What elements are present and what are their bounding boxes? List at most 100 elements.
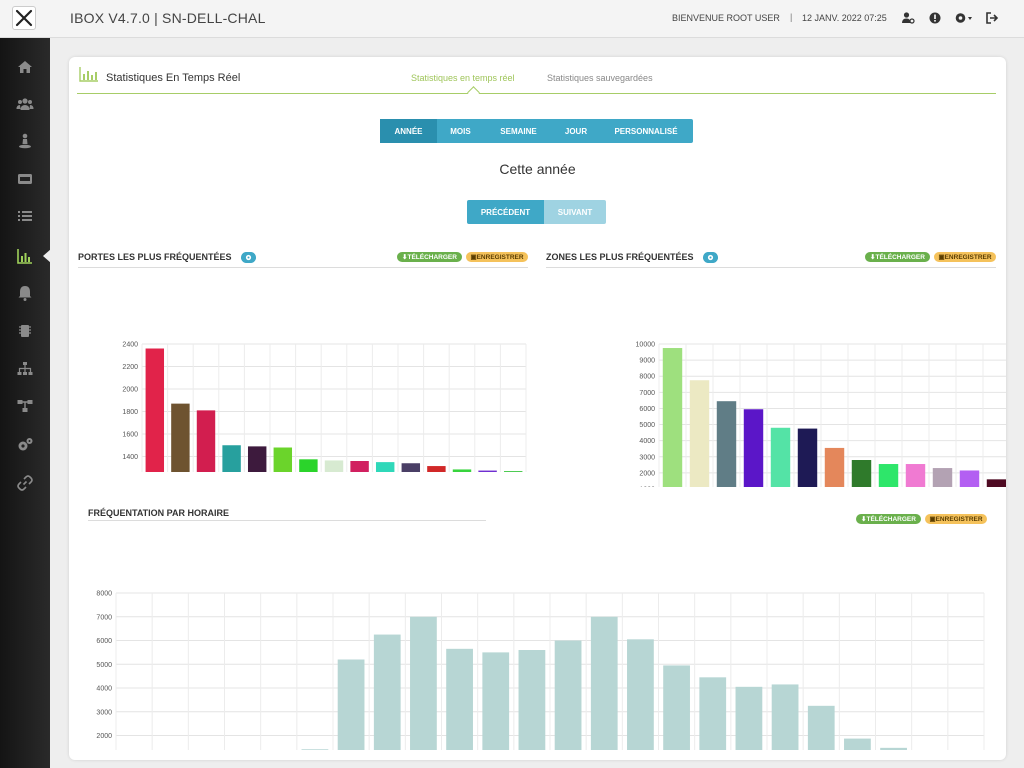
y-tick-label: 8000 [96,591,112,598]
previous-button[interactable]: PRÉCÉDENT [467,200,544,224]
sidebar [0,38,51,768]
logout-icon[interactable] [985,11,999,25]
bar[interactable] [735,686,763,750]
bar[interactable] [689,380,710,487]
bar[interactable] [770,427,791,487]
sidebar-item-home[interactable] [0,52,50,82]
sidebar-item-network[interactable] [0,354,50,384]
list-icon [18,211,32,221]
bar[interactable] [880,747,907,750]
doors-save-button[interactable]: ▣ ENREGISTRER [466,252,528,262]
bar[interactable] [797,428,818,487]
bar[interactable] [554,640,582,751]
bar[interactable] [350,461,369,472]
bar[interactable] [878,464,899,487]
gear-icon[interactable] [954,11,974,25]
period-year-button[interactable]: ANNÉE [380,119,437,143]
sidebar-item-badge[interactable] [0,164,50,194]
bar[interactable] [716,401,737,487]
period-week-button[interactable]: SEMAINE [500,126,537,136]
period-day-button[interactable]: JOUR [564,126,588,136]
y-tick-label: 6000 [639,406,655,413]
zones-download-button[interactable]: ⬇ TÉLÉCHARGER [865,252,930,262]
logo[interactable] [12,6,36,30]
bar[interactable] [446,648,473,750]
bar[interactable] [824,447,845,487]
bar[interactable] [337,659,365,751]
bar[interactable] [905,464,926,487]
y-tick-label: 7000 [96,614,112,621]
sitemap-icon [17,362,33,375]
bar[interactable] [844,738,871,750]
bar[interactable] [273,447,293,473]
y-tick-label: 2000 [122,387,138,394]
bar[interactable] [478,470,497,472]
bar[interactable] [222,445,241,472]
bar[interactable] [401,463,421,472]
period-month-button[interactable]: MOIS [450,126,471,136]
bar[interactable] [590,616,618,750]
bar[interactable] [410,616,437,750]
tab-saved-stats[interactable]: Statistiques sauvegardées [547,73,653,83]
bar[interactable] [452,469,472,472]
bar[interactable] [518,650,546,750]
bar[interactable] [171,403,190,472]
sidebar-item-statistics[interactable] [0,241,51,271]
hourly-chart-title: FRÉQUENTATION PAR HORAIRE [88,508,229,518]
next-button[interactable]: SUIVANT [544,200,606,224]
bar[interactable] [301,749,329,750]
sidebar-item-users[interactable] [0,89,50,119]
sidebar-item-alerts[interactable] [0,278,50,308]
bar[interactable] [196,410,216,472]
bar[interactable] [662,348,683,487]
bar[interactable] [743,409,764,487]
bar[interactable] [959,470,980,487]
zones-save-button[interactable]: ▣ ENREGISTRER [934,252,996,262]
bar[interactable] [324,460,344,472]
bar[interactable] [373,634,401,750]
bar[interactable] [145,348,165,473]
period-custom-button[interactable]: PERSONNALISÉ [614,126,678,136]
doors-bar-chart: 1200140016001800200022002400Entrée perso… [122,342,527,473]
bell-icon [18,286,32,301]
doors-chart-divider [78,267,528,268]
bar[interactable] [807,705,835,750]
sidebar-item-links[interactable] [0,468,50,498]
chip-icon [19,325,31,337]
info-icon[interactable] [928,11,942,25]
top-bar: IBOX V4.7.0 | SN-DELL-CHAL BIENVENUE ROO… [0,0,1024,38]
bar[interactable] [699,677,727,750]
hourly-save-button[interactable]: ▣ ENREGISTRER [925,514,987,524]
sidebar-item-list[interactable] [0,201,50,231]
tab-realtime-stats[interactable]: Statistiques en temps réel [411,73,515,83]
bar[interactable] [627,639,654,750]
bar[interactable] [851,460,872,487]
bar[interactable] [482,652,510,750]
bar[interactable] [986,479,1006,487]
hourly-download-button[interactable]: ⬇ TÉLÉCHARGER [856,514,921,524]
bar[interactable] [375,462,395,472]
doors-download-button[interactable]: ⬇ TÉLÉCHARGER [397,252,462,262]
bar[interactable] [247,446,267,472]
download-icon: ⬇ [402,254,408,261]
sidebar-item-hardware[interactable] [0,316,50,346]
bar[interactable] [503,471,523,472]
zones-settings-icon[interactable] [703,252,718,263]
sidebar-item-person[interactable] [0,126,50,156]
sidebar-item-topology[interactable] [0,391,50,421]
users-icon [16,98,34,110]
zones-bar-chart: 1000 2000 3000 4000 5000 6000 7000 8000 9000 1000… [636,342,1006,487]
hourly-chart-divider [88,520,486,521]
y-tick-label: 2400 [122,342,138,349]
user-settings-icon[interactable] [901,11,915,25]
bar[interactable] [771,684,799,750]
y-tick-label: 5000 [639,422,655,429]
bar[interactable] [427,466,446,472]
sidebar-item-settings[interactable] [0,430,50,460]
y-tick-label: 2200 [122,364,138,371]
doors-settings-icon[interactable] [241,252,256,263]
statistics-card: Statistiques En Temps Réel Statistiques … [69,57,1006,760]
bar[interactable] [932,468,953,487]
bar[interactable] [663,665,690,750]
bar[interactable] [299,459,318,472]
